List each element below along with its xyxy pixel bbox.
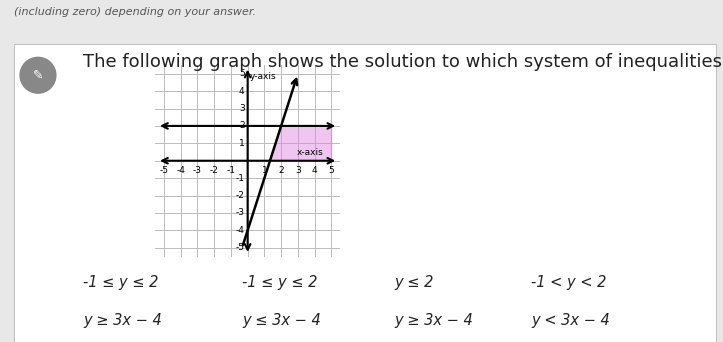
Text: -3: -3 [193, 166, 202, 175]
Text: y ≤ 3x − 4: y ≤ 3x − 4 [242, 313, 321, 328]
Text: -1: -1 [226, 166, 236, 175]
Text: 4: 4 [239, 87, 244, 96]
Text: -2: -2 [236, 191, 244, 200]
Text: 5: 5 [239, 69, 244, 78]
Text: -1: -1 [236, 174, 244, 183]
Text: 4: 4 [312, 166, 317, 175]
Text: -4: -4 [236, 226, 244, 235]
Text: 2: 2 [278, 166, 284, 175]
Circle shape [20, 57, 56, 93]
Text: -5: -5 [236, 243, 244, 252]
Text: -4: -4 [176, 166, 185, 175]
Text: 3: 3 [239, 104, 244, 113]
Polygon shape [270, 126, 331, 161]
Text: y ≥ 3x − 4: y ≥ 3x − 4 [394, 313, 473, 328]
Text: 5: 5 [328, 166, 334, 175]
Text: 2: 2 [239, 121, 244, 130]
Text: x-axis: x-axis [296, 148, 323, 157]
Text: 1: 1 [262, 166, 268, 175]
Text: The following graph shows the solution to which system of inequalities?: The following graph shows the solution t… [83, 53, 723, 71]
Text: -1 ≤ y ≤ 2: -1 ≤ y ≤ 2 [242, 275, 317, 290]
Text: -3: -3 [236, 209, 244, 218]
Text: 3: 3 [295, 166, 301, 175]
Text: y < 3x − 4: y < 3x − 4 [531, 313, 610, 328]
Text: -1 ≤ y ≤ 2: -1 ≤ y ≤ 2 [83, 275, 158, 290]
Text: y ≥ 3x − 4: y ≥ 3x − 4 [83, 313, 162, 328]
Text: -5: -5 [159, 166, 168, 175]
Text: 1: 1 [239, 139, 244, 148]
Text: -2: -2 [210, 166, 218, 175]
Text: (including zero) depending on your answer.: (including zero) depending on your answe… [14, 7, 257, 17]
Text: y-axis: y-axis [249, 72, 276, 81]
Text: -1 < y < 2: -1 < y < 2 [531, 275, 607, 290]
Text: y ≤ 2: y ≤ 2 [394, 275, 433, 290]
Text: ✎: ✎ [33, 69, 43, 82]
